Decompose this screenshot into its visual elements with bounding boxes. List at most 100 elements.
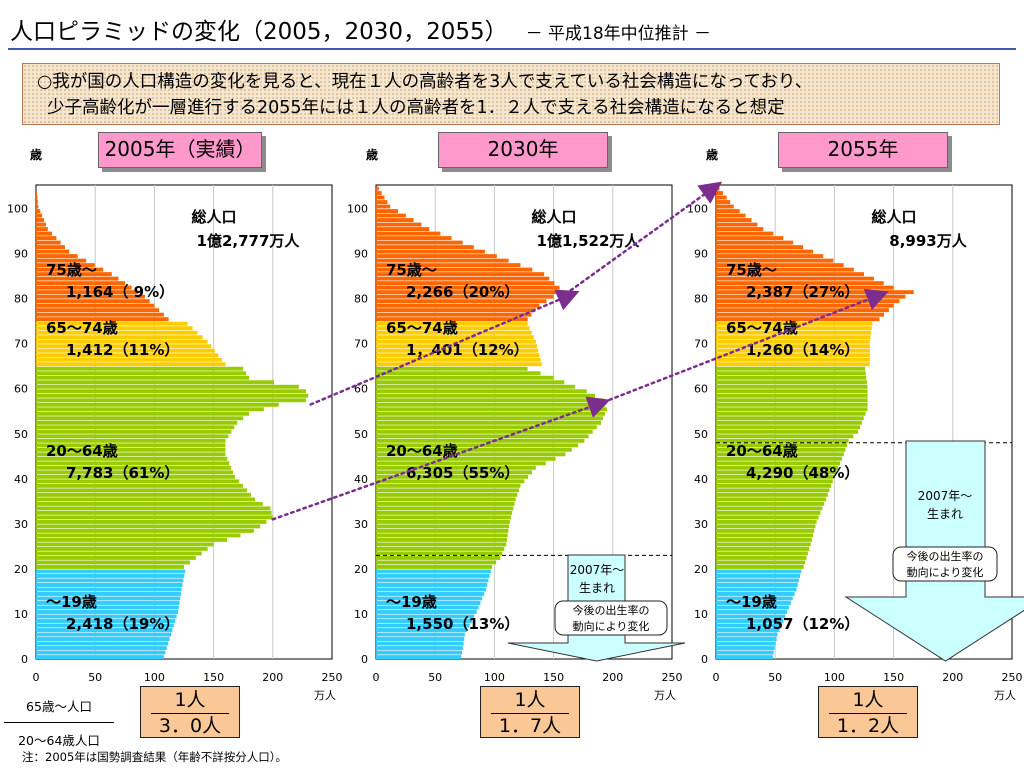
y-tick-label: 30 xyxy=(694,518,708,531)
age-bar-84 xyxy=(716,276,874,281)
age-bar-13 xyxy=(36,596,181,601)
age-bar-69 xyxy=(716,344,870,349)
age-bar-89 xyxy=(716,254,824,259)
age-bar-28 xyxy=(716,528,815,533)
age-bar-42 xyxy=(716,465,839,470)
ratio-bottom-2055: 1．2人 xyxy=(829,713,907,737)
group-value-2: 7,783（61%） xyxy=(66,464,179,482)
age-bar-93 xyxy=(716,236,784,241)
age-bar-43 xyxy=(376,461,546,466)
age-bar-71 xyxy=(716,335,871,340)
age-bar-38 xyxy=(376,483,521,488)
callout-note-2030-bubble xyxy=(554,600,668,636)
group-label-1: 65～74歳 xyxy=(46,319,118,337)
age-bar-86 xyxy=(36,267,104,272)
age-bar-47 xyxy=(716,443,848,448)
age-bar-95 xyxy=(376,227,430,232)
age-bar-82 xyxy=(376,285,560,290)
age-bar-27 xyxy=(36,533,241,538)
group-value-0: 1,164（ 9%） xyxy=(66,283,174,301)
age-bar-22 xyxy=(36,555,196,560)
age-bar-17 xyxy=(716,578,799,583)
age-bar-46 xyxy=(36,447,226,452)
age-bar-102 xyxy=(36,195,38,200)
age-bar-48 xyxy=(376,438,585,443)
group-label-3: ～19歳 xyxy=(46,593,97,611)
age-bar-67 xyxy=(716,353,870,358)
group-value-1: 1,260（14%） xyxy=(746,341,859,359)
y-tick-label: 80 xyxy=(14,293,28,306)
callout-note-2055-bubble xyxy=(892,546,998,582)
group-value-2: 6,305（55%） xyxy=(406,464,519,482)
age-bar-101 xyxy=(376,200,388,204)
age-bar-24 xyxy=(36,546,208,551)
age-bar-0 xyxy=(36,655,164,659)
cohort-arrow-3 xyxy=(271,396,611,521)
age-bar-78 xyxy=(376,303,540,308)
age-bar-29 xyxy=(376,524,510,529)
age-bar-12 xyxy=(36,601,180,605)
age-bar-95 xyxy=(716,227,764,232)
age-bar-70 xyxy=(716,339,870,344)
age-bar-99 xyxy=(376,209,399,214)
pyramid-panel-0: 0 50 100 150 200 250 万人 0 10 20 30 40 50 60 70 80 90 100 7… xyxy=(7,184,343,702)
age-bar-102 xyxy=(376,195,385,200)
age-bar-53 xyxy=(716,416,864,421)
age-bar-70 xyxy=(36,339,208,344)
pyramid-panel-1: 0 50 100 150 200 250 万人 0 10 20 30 40 50 60 70 80 90 100 7… xyxy=(347,184,683,702)
age-bar-52 xyxy=(376,420,601,425)
age-bar-46 xyxy=(716,447,846,452)
age-bar-102 xyxy=(716,195,727,200)
age-bar-2 xyxy=(36,646,167,650)
age-bar-104 xyxy=(376,186,379,191)
group-value-2: 4,290（48%） xyxy=(746,464,859,482)
title-divider xyxy=(8,48,1016,50)
age-bar-11 xyxy=(376,605,479,610)
age-bar-52 xyxy=(716,420,862,425)
age-bar-45 xyxy=(36,452,226,457)
y-tick-label: 80 xyxy=(354,293,368,306)
age-bar-45 xyxy=(716,452,844,457)
age-bar-34 xyxy=(376,501,515,506)
age-bar-8 xyxy=(376,619,472,623)
age-bar-84 xyxy=(36,276,119,281)
age-bar-9 xyxy=(376,614,475,619)
group-value-0: 2,266（20%） xyxy=(406,283,519,301)
cohort-arrow-4 xyxy=(602,289,889,404)
age-bar-100 xyxy=(716,204,734,209)
age-bar-80 xyxy=(716,294,906,299)
age-bar-37 xyxy=(716,488,830,493)
age-bar-73 xyxy=(376,326,530,331)
age-bar-94 xyxy=(36,231,53,236)
y-tick-label: 60 xyxy=(14,383,28,396)
age-bar-33 xyxy=(716,506,823,511)
y-tick-label: 40 xyxy=(14,473,28,486)
age-bar-71 xyxy=(36,335,203,340)
age-bar-44 xyxy=(716,456,842,461)
age-bar-86 xyxy=(716,267,854,272)
age-bar-40 xyxy=(716,474,835,479)
age-bar-90 xyxy=(376,249,485,254)
title-subtitle: － 平成18年中位推計 － xyxy=(525,24,712,44)
cohort-arrow-1 xyxy=(309,289,580,406)
age-bar-15 xyxy=(376,587,487,592)
age-bar-100 xyxy=(36,204,39,209)
age-bar-1 xyxy=(376,650,463,655)
age-bar-12 xyxy=(376,601,481,605)
age-bar-32 xyxy=(376,510,513,515)
age-bar-3 xyxy=(36,641,169,646)
callout-label-2030-line-1: 2007年～ xyxy=(570,563,625,577)
age-bar-51 xyxy=(716,425,860,430)
x-tick-label: 100 xyxy=(484,671,505,684)
age-bar-54 xyxy=(36,411,250,416)
age-bar-91 xyxy=(376,245,474,250)
x-tick-label: 50 xyxy=(88,671,102,684)
x-tick-label: 0 xyxy=(33,671,40,684)
title-main: 人口ピラミッドの変化（2005，2030，2055） xyxy=(10,19,508,45)
age-bar-80 xyxy=(36,294,145,299)
age-bar-6 xyxy=(376,628,468,632)
age-bar-66 xyxy=(36,357,222,362)
age-bar-37 xyxy=(376,488,519,493)
age-bar-33 xyxy=(376,506,514,511)
y-tick-label: 0 xyxy=(361,653,368,666)
